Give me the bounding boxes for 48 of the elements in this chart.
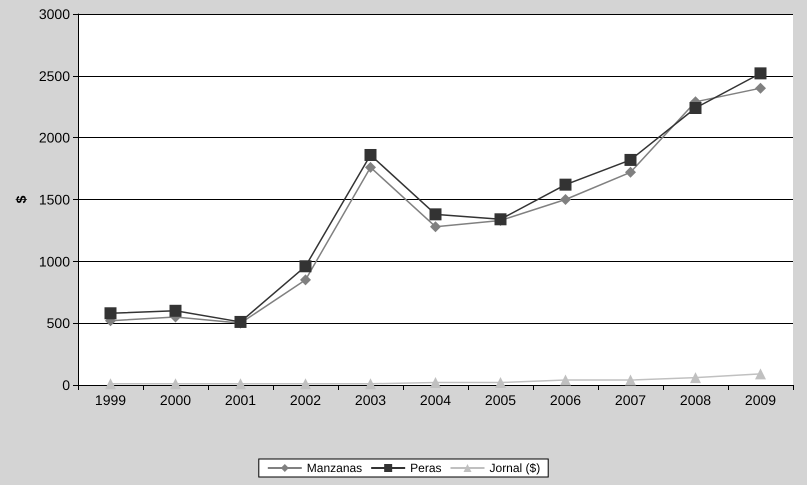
x-tick-label: 1999 xyxy=(94,392,126,408)
point xyxy=(300,274,311,286)
legend-label: Jornal ($) xyxy=(490,461,540,475)
point xyxy=(170,304,182,317)
x-tick-label: 2003 xyxy=(354,392,386,408)
point xyxy=(105,378,116,390)
point xyxy=(430,377,441,388)
y-tick-label: 2500 xyxy=(38,68,70,84)
point xyxy=(560,178,572,191)
point xyxy=(690,102,702,114)
y-tick-label: 2000 xyxy=(38,130,70,146)
point xyxy=(755,82,766,94)
y-tick-label: 3000 xyxy=(38,6,70,22)
point xyxy=(300,378,311,390)
point xyxy=(430,221,441,232)
x-tick-label: 2008 xyxy=(680,392,712,408)
x-tick-label: 2007 xyxy=(614,392,646,408)
point xyxy=(365,162,376,173)
x-tick-label: 2005 xyxy=(484,392,516,408)
point xyxy=(690,372,701,384)
x-tick-label: 2009 xyxy=(744,392,776,408)
x-tick-label: 2004 xyxy=(420,392,452,408)
y-tick-label: 0 xyxy=(62,377,70,393)
point xyxy=(495,377,506,388)
x-tick-label: 2000 xyxy=(160,392,192,408)
y-tick-label: 500 xyxy=(46,315,70,332)
point xyxy=(364,148,376,161)
x-tick-label: 2002 xyxy=(290,392,322,408)
y-tick-label: 1500 xyxy=(38,192,70,208)
legend-label: Peras xyxy=(410,461,442,475)
point xyxy=(235,378,246,390)
point xyxy=(560,374,571,386)
point xyxy=(754,67,766,80)
point xyxy=(624,154,636,166)
point xyxy=(755,368,766,380)
y-tick-label: 1000 xyxy=(38,253,70,270)
legend-label: Manzanas xyxy=(306,461,362,475)
point xyxy=(170,378,181,390)
point xyxy=(560,194,571,205)
y-axis-title: $ xyxy=(12,195,29,204)
point xyxy=(104,307,116,320)
point xyxy=(430,208,442,220)
point xyxy=(625,374,636,386)
point xyxy=(365,378,376,390)
point xyxy=(625,166,636,178)
x-tick-label: 2001 xyxy=(224,392,256,408)
x-tick-label: 2006 xyxy=(550,392,582,408)
point xyxy=(300,260,312,272)
